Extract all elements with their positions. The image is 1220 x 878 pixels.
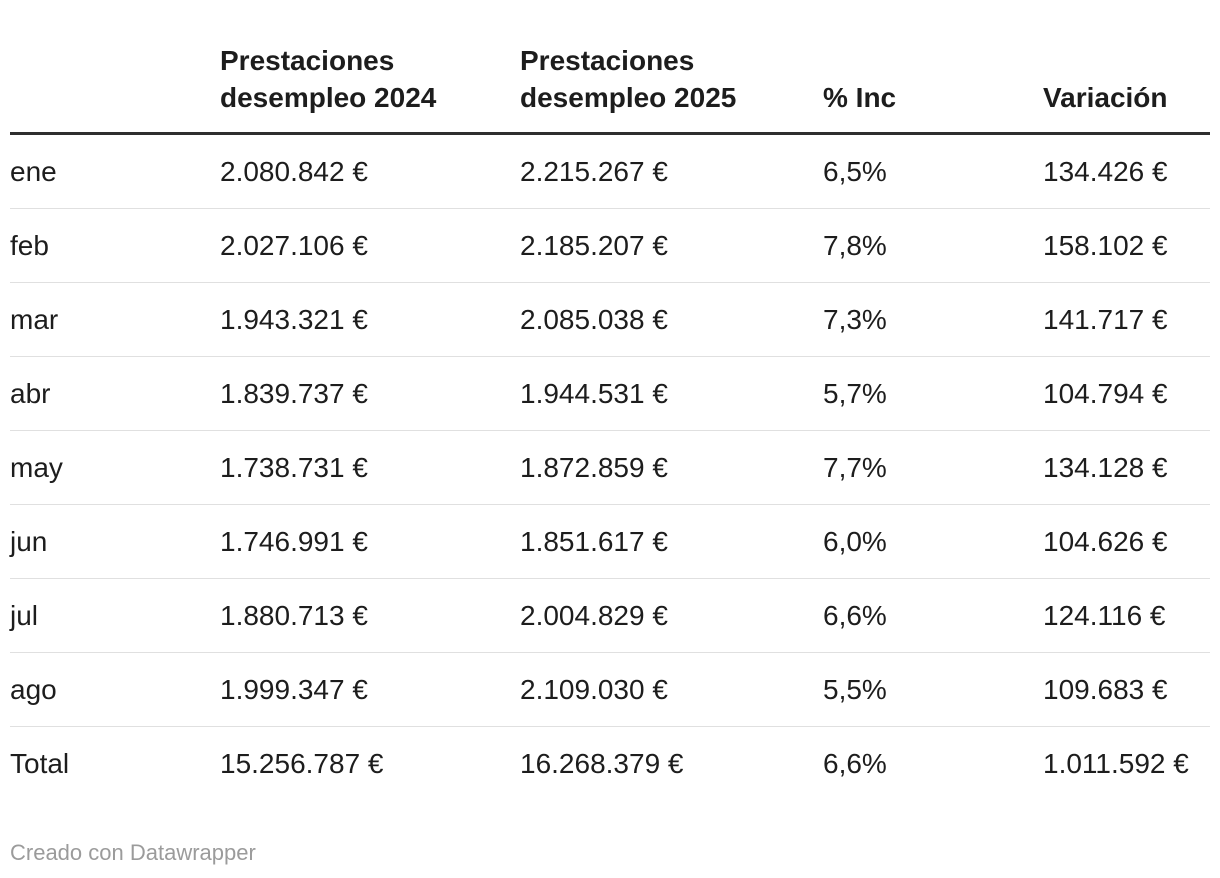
table-row: Total 15.256.787 € 16.268.379 € 6,6% 1.011.5… [10,727,1210,801]
row-label: Total [10,747,70,779]
table-row: may 1.738.731 €1.872.859 €7,7% 134.128 € [10,430,1210,505]
cell-inc: 7,8% [823,208,1043,283]
table-row: feb 2.027.106 €2.185.207 €7,8% 158.102 € [10,208,1210,283]
cell-inc: 7,7% [823,430,1043,505]
cell-prestaciones-2025: 1.872.859 € [520,430,823,505]
cell-variacion: 124.116 € [1043,578,1210,653]
row-label: feb [10,208,220,283]
row-label: jun [10,504,220,579]
cell-variacion: 109.683 € [1043,652,1210,727]
cell-prestaciones-2025: 1.851.617 € [520,504,823,579]
cell-prestaciones-2025: 2.215.267 € [520,133,823,209]
cell-prestaciones-2024: 1.943.321 € [220,282,520,357]
cell-inc: 5,5% [823,652,1043,727]
cell-prestaciones-2024: 1.738.731 € [220,430,520,505]
cell-prestaciones-2025: 2.185.207 € [520,208,823,283]
cell-variacion: 158.102 € [1043,208,1210,283]
cell-prestaciones-2024: 15.256.787 € [220,747,384,779]
column-header-2024: Prestaciones desempleo 2024 [220,0,520,135]
row-label: mar [10,282,220,357]
cell-prestaciones-2024: 2.027.106 € [220,208,520,283]
cell-variacion: 104.794 € [1043,356,1210,431]
table-row: abr 1.839.737 €1.944.531 €5,7% 104.794 € [10,356,1210,431]
data-table: Prestaciones desempleo 2024 Prestaciones… [10,0,1210,800]
cell-inc: 6,6% [823,747,887,779]
cell-prestaciones-2024: 1.839.737 € [220,356,520,431]
cell-prestaciones-2025: 2.004.829 € [520,578,823,653]
cell-prestaciones-2025: 16.268.379 € [520,747,684,779]
cell-inc: 6,6% [823,578,1043,653]
cell-prestaciones-2024: 1.999.347 € [220,652,520,727]
column-header-month [10,0,220,135]
header-row: Prestaciones desempleo 2024 Prestaciones… [10,0,1210,135]
cell-prestaciones-2024: 2.080.842 € [220,133,520,209]
row-label: may [10,430,220,505]
table-body: ene 2.080.842 €2.215.267 €6,5% 134.426 € fe… [10,133,1210,801]
cell-variacion: 134.128 € [1043,430,1210,505]
footer-credit: Creado con Datawrapper [10,840,256,865]
row-label: ago [10,652,220,727]
cell-prestaciones-2024: 1.880.713 € [220,578,520,653]
column-header-inc: % Inc [823,0,1043,135]
cell-inc: 6,5% [823,133,1043,209]
table-row: jun 1.746.991 €1.851.617 €6,0% 104.626 € [10,504,1210,579]
cell-variacion: 104.626 € [1043,504,1210,579]
cell-variacion: 141.717 € [1043,282,1210,357]
cell-variacion: 1.011.592 € [1043,747,1189,779]
row-label: jul [10,578,220,653]
row-label: ene [10,133,220,209]
cell-prestaciones-2025: 1.944.531 € [520,356,823,431]
cell-inc: 5,7% [823,356,1043,431]
table-row: ago 1.999.347 €2.109.030 €5,5% 109.683 € [10,652,1210,727]
cell-prestaciones-2024: 1.746.991 € [220,504,520,579]
cell-variacion: 134.426 € [1043,133,1210,209]
cell-prestaciones-2025: 2.109.030 € [520,652,823,727]
row-label: abr [10,356,220,431]
table-row: mar 1.943.321 €2.085.038 €7,3% 141.717 € [10,282,1210,357]
column-header-2025: Prestaciones desempleo 2025 [520,0,823,135]
cell-inc: 6,0% [823,504,1043,579]
table-row: jul 1.880.713 €2.004.829 €6,6% 124.116 € [10,578,1210,653]
cell-inc: 7,3% [823,282,1043,357]
table-row: ene 2.080.842 €2.215.267 €6,5% 134.426 € [10,133,1210,209]
column-header-variacion: Variación [1043,0,1210,135]
cell-prestaciones-2025: 2.085.038 € [520,282,823,357]
